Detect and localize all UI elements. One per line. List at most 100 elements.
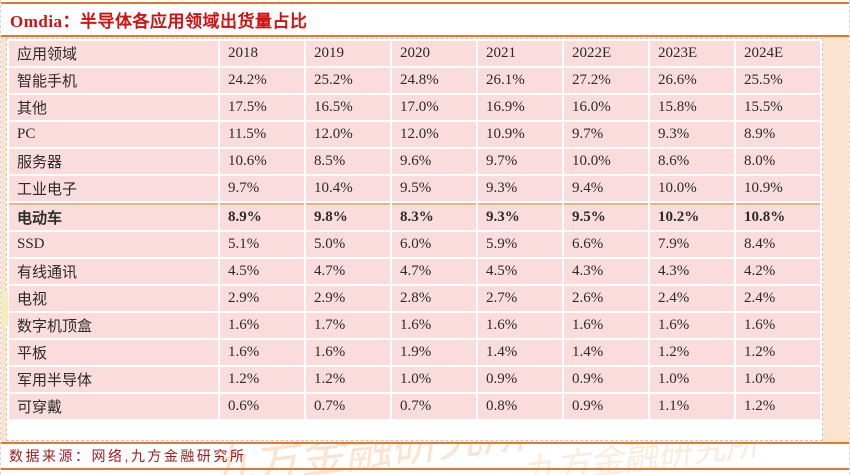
value-cell: 1.6%: [220, 313, 304, 338]
shipment-table: 应用领域 2018 2019 2020 2021 2022E 2023E 2024E 智能手机…: [7, 39, 822, 421]
column-header: 2019: [306, 41, 390, 66]
value-cell: 9.5%: [564, 203, 648, 230]
table-row: 军用半导体 1.2% 1.2% 1.0% 0.9% 0.9% 1.0% 1.0%: [9, 367, 820, 392]
row-label: 有线通讯: [9, 259, 218, 284]
value-cell: 9.8%: [306, 203, 390, 230]
watermark-fragment: [1, 292, 8, 326]
value-cell: 0.6%: [220, 394, 304, 419]
table-section: 应用领域 2018 2019 2020 2021 2022E 2023E 2024E 智能手机…: [1, 37, 849, 442]
value-cell: 2.8%: [392, 286, 476, 311]
value-cell: 1.6%: [220, 340, 304, 365]
value-cell: 10.2%: [650, 203, 734, 230]
value-cell: 5.0%: [306, 232, 390, 257]
value-cell: 9.7%: [564, 122, 648, 147]
value-cell: 9.7%: [220, 176, 304, 201]
value-cell: 4.3%: [564, 259, 648, 284]
value-cell: 1.2%: [736, 340, 820, 365]
title-divider-rule: [1, 35, 849, 37]
value-cell: 1.6%: [392, 313, 476, 338]
value-cell: 0.9%: [478, 367, 562, 392]
value-cell: 15.8%: [650, 95, 734, 120]
row-label: 军用半导体: [9, 367, 218, 392]
table-row: SSD 5.1% 5.0% 6.0% 5.9% 6.6% 7.9% 8.4%: [9, 232, 820, 257]
column-header: 应用领域: [9, 41, 218, 66]
value-cell: 5.9%: [478, 232, 562, 257]
value-cell: 9.3%: [650, 122, 734, 147]
row-label: 可穿戴: [9, 394, 218, 419]
value-cell: 1.4%: [478, 340, 562, 365]
value-cell: 17.5%: [220, 95, 304, 120]
value-cell: 10.9%: [478, 122, 562, 147]
column-header: 2020: [392, 41, 476, 66]
value-cell: 2.9%: [306, 286, 390, 311]
table-header: 应用领域 2018 2019 2020 2021 2022E 2023E 2024E: [9, 41, 820, 66]
value-cell: 10.8%: [736, 203, 820, 230]
value-cell: 8.0%: [736, 149, 820, 174]
data-source-label: 数据来源：网络,九方金融研究所: [9, 448, 247, 464]
table-row: 电视 2.9% 2.9% 2.8% 2.7% 2.6% 2.4% 2.4%: [9, 286, 820, 311]
column-header: 2018: [220, 41, 304, 66]
value-cell: 2.7%: [478, 286, 562, 311]
table-row: 平板 1.6% 1.6% 1.9% 1.4% 1.4% 1.2% 1.2%: [9, 340, 820, 365]
row-label: PC: [9, 122, 218, 147]
value-cell: 4.5%: [478, 259, 562, 284]
row-label: 平板: [9, 340, 218, 365]
value-cell: 2.4%: [650, 286, 734, 311]
value-cell: 0.8%: [478, 394, 562, 419]
row-label: 工业电子: [9, 176, 218, 201]
value-cell: 8.9%: [220, 203, 304, 230]
value-cell: 1.2%: [736, 394, 820, 419]
value-cell: 1.0%: [650, 367, 734, 392]
value-cell: 8.3%: [392, 203, 476, 230]
value-cell: 2.9%: [220, 286, 304, 311]
table-row: 智能手机 24.2% 25.2% 24.8% 26.1% 27.2% 26.6% 25.5%: [9, 68, 820, 93]
value-cell: 9.3%: [478, 203, 562, 230]
value-cell: 6.6%: [564, 232, 648, 257]
row-label: 数字机顶盒: [9, 313, 218, 338]
value-cell: 25.5%: [736, 68, 820, 93]
value-cell: 1.7%: [306, 313, 390, 338]
value-cell: 16.5%: [306, 95, 390, 120]
value-cell: 8.5%: [306, 149, 390, 174]
value-cell: 9.7%: [478, 149, 562, 174]
value-cell: 10.6%: [220, 149, 304, 174]
value-cell: 1.1%: [650, 394, 734, 419]
row-label: 电动车: [9, 203, 218, 230]
value-cell: 1.2%: [650, 340, 734, 365]
value-cell: 17.0%: [392, 95, 476, 120]
bottom-rule: [1, 468, 849, 470]
row-label: 电视: [9, 286, 218, 311]
value-cell: 1.4%: [564, 340, 648, 365]
value-cell: 7.9%: [650, 232, 734, 257]
column-header: 2022E: [564, 41, 648, 66]
column-header: 2024E: [736, 41, 820, 66]
row-label: SSD: [9, 232, 218, 257]
table-body: 智能手机 24.2% 25.2% 24.8% 26.1% 27.2% 26.6% 25.5% 其…: [9, 68, 820, 419]
value-cell: 8.6%: [650, 149, 734, 174]
column-header: 2023E: [650, 41, 734, 66]
table-row: 服务器 10.6% 8.5% 9.6% 9.7% 10.0% 8.6% 8.0%: [9, 149, 820, 174]
title-bar: Omdia：半导体各应用领域出货量占比: [1, 4, 849, 35]
top-rule: [1, 2, 849, 4]
value-cell: 0.7%: [392, 394, 476, 419]
value-cell: 1.0%: [736, 367, 820, 392]
table-border-box: 应用领域 2018 2019 2020 2021 2022E 2023E 2024E 智能手机…: [6, 38, 823, 441]
value-cell: 5.1%: [220, 232, 304, 257]
value-cell: 15.5%: [736, 95, 820, 120]
value-cell: 9.5%: [392, 176, 476, 201]
value-cell: 0.9%: [564, 394, 648, 419]
value-cell: 4.7%: [392, 259, 476, 284]
value-cell: 16.9%: [478, 95, 562, 120]
footer: 数据来源：网络,九方金融研究所: [1, 444, 849, 468]
value-cell: 1.6%: [650, 313, 734, 338]
value-cell: 4.3%: [650, 259, 734, 284]
footer-top-rule: [1, 442, 849, 444]
value-cell: 16.0%: [564, 95, 648, 120]
table-row: 数字机顶盒 1.6% 1.7% 1.6% 1.6% 1.6% 1.6% 1.6%: [9, 313, 820, 338]
value-cell: 8.9%: [736, 122, 820, 147]
value-cell: 6.0%: [392, 232, 476, 257]
value-cell: 9.6%: [392, 149, 476, 174]
value-cell: 9.3%: [478, 176, 562, 201]
value-cell: 11.5%: [220, 122, 304, 147]
value-cell: 8.4%: [736, 232, 820, 257]
